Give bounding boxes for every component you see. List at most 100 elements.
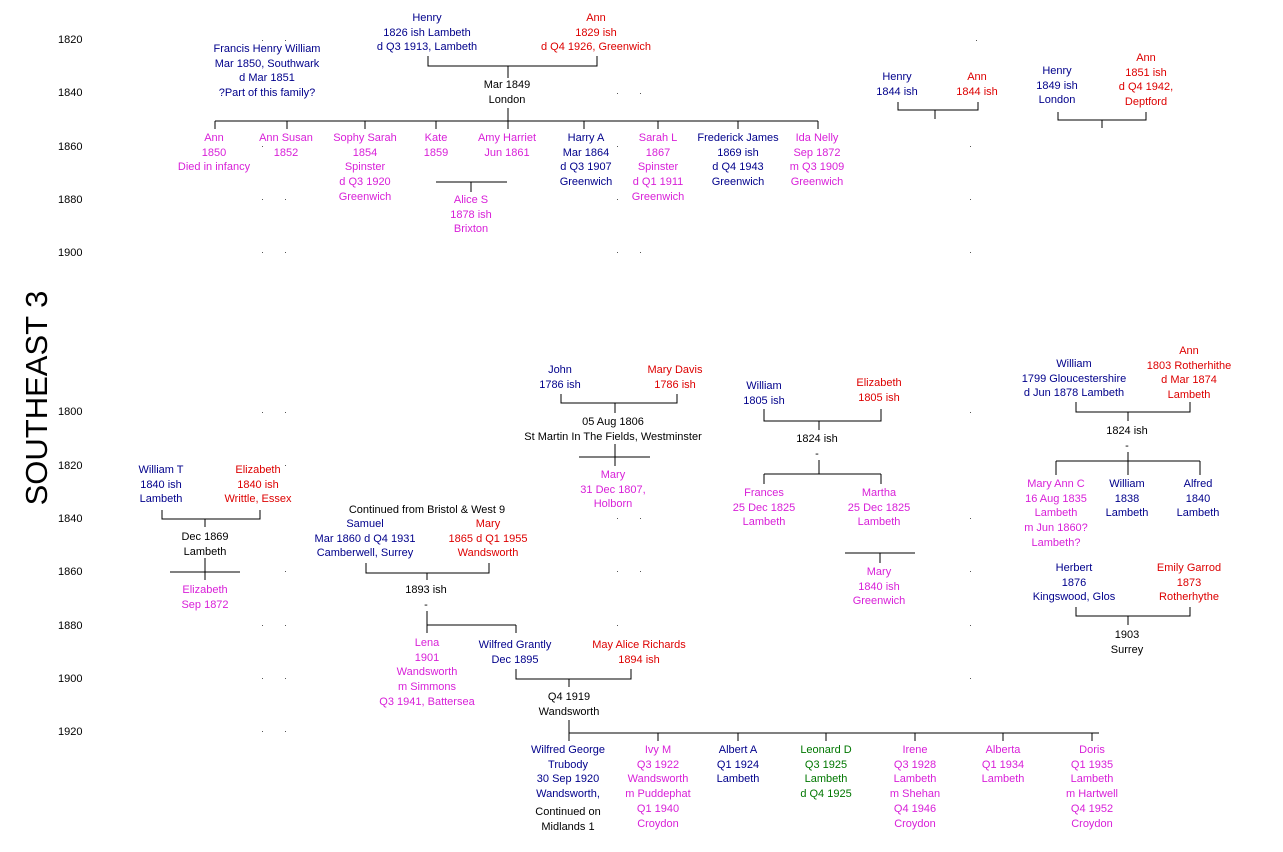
- person-wilfred-george: Wilfred George Trubody 30 Sep 1920 Wandswor…: [531, 744, 605, 801]
- person-henry-1826: Henry 1826 ish Lambeth d Q3 1913, Lambeth: [376, 12, 478, 54]
- person-ann-1844: Ann 1844 ish: [956, 71, 998, 98]
- person-mary-davis: Mary Davis 1786 ish: [647, 364, 703, 391]
- marriage-1869: Dec 1869 Lambeth: [181, 531, 229, 558]
- grid-dot: [262, 678, 263, 679]
- person-alfred: Alfred 1840 Lambeth: [1176, 478, 1220, 520]
- person-elizabeth-1840: Elizabeth 1840 ish Writtle, Essex: [224, 464, 292, 506]
- year-label: 1900: [58, 247, 83, 259]
- person-henry-1849: Henry 1849 ish London: [1036, 65, 1078, 107]
- person-francis-henry-william: Francis Henry William Mar 1850, Southwark…: [213, 43, 321, 100]
- person-leonard-d: Leonard D Q3 1925 Lambeth d Q4 1925: [800, 744, 852, 801]
- grid-dot: [617, 518, 618, 519]
- grid-dot: [970, 625, 971, 626]
- marriage-1824b: 1824 ish -: [1106, 425, 1148, 452]
- year-label: 1900: [58, 673, 83, 685]
- grid-dot: [285, 252, 286, 253]
- continued-from-note: Continued from Bristol & West 9: [348, 504, 506, 516]
- person-ann-1850: Ann 1850 Died in infancy: [177, 132, 251, 174]
- grid-dot: [970, 571, 971, 572]
- grid-dot: [617, 625, 618, 626]
- person-william-1805: William 1805 ish: [743, 380, 785, 407]
- grid-dot: [640, 252, 641, 253]
- grid-dot: [262, 199, 263, 200]
- person-herbert: Herbert 1876 Kingswood, Glos: [1032, 562, 1116, 604]
- grid-dot: [970, 146, 971, 147]
- grid-dot: [640, 518, 641, 519]
- marriage-1806: 05 Aug 1806 St Martin In The Fields, West…: [524, 416, 702, 443]
- grid-dot: [617, 252, 618, 253]
- grid-dot: [285, 731, 286, 732]
- grid-dot: [970, 252, 971, 253]
- person-ivy-m: Ivy M Q3 1922 Wandsworth m Puddephat Q1 1940…: [625, 744, 691, 830]
- person-william-t: William T 1840 ish Lambeth: [138, 464, 184, 506]
- person-may-alice-richards: May Alice Richards 1894 ish: [592, 639, 686, 666]
- grid-dot: [617, 93, 618, 94]
- grid-dot: [617, 571, 618, 572]
- person-alberta: Alberta Q1 1934 Lambeth: [981, 744, 1025, 786]
- marriage-1849: Mar 1849 London: [483, 79, 531, 106]
- person-william-1799: William 1799 Gloucestershire d Jun 1878 La…: [1021, 358, 1127, 400]
- person-henry-1844: Henry 1844 ish: [876, 71, 918, 98]
- marriage-1919: Q4 1919 Wandsworth: [538, 691, 600, 718]
- year-label: 1860: [58, 566, 83, 578]
- person-mary-1865: Mary 1865 d Q1 1955 Wandsworth: [448, 518, 528, 560]
- year-label: 1820: [58, 34, 83, 46]
- person-ann-1829: Ann 1829 ish d Q4 1926, Greenwich: [540, 12, 652, 54]
- person-mary-1840: Mary 1840 ish Greenwich: [852, 566, 906, 608]
- grid-dot: [970, 518, 971, 519]
- person-wilfred-grantly: Wilfred Grantly Dec 1895: [478, 639, 552, 666]
- grid-dot: [617, 199, 618, 200]
- grid-dot: [285, 40, 286, 41]
- person-john: John 1786 ish: [539, 364, 581, 391]
- person-lena: Lena 1901 Wandsworth m Simmons Q3 1941, Batt…: [379, 637, 475, 708]
- person-martha: Martha 25 Dec 1825 Lambeth: [847, 487, 911, 529]
- person-sarah-l: Sarah L 1867 Spinster d Q1 1911 Greenwich: [631, 132, 685, 203]
- person-ann-1803: Ann 1803 Rotherhithe d Mar 1874 Lambeth: [1146, 345, 1232, 402]
- year-label: 1860: [58, 141, 83, 153]
- grid-dot: [970, 199, 971, 200]
- grid-dot: [970, 412, 971, 413]
- grid-dot: [640, 571, 641, 572]
- person-samuel: Samuel Mar 1860 d Q4 1931 Camberwell, Surr…: [314, 518, 416, 560]
- grid-dot: [976, 40, 977, 41]
- grid-dot: [970, 678, 971, 679]
- grid-dot: [262, 412, 263, 413]
- year-label: 1880: [58, 620, 83, 632]
- grid-dot: [285, 412, 286, 413]
- person-mary-ann-c: Mary Ann C 16 Aug 1835 Lambeth m Jun 1860? L…: [1024, 478, 1088, 549]
- grid-dot: [285, 678, 286, 679]
- grid-dot: [262, 40, 263, 41]
- year-label: 1840: [58, 513, 83, 525]
- grid-dot: [617, 146, 618, 147]
- person-elizabeth-1872: Elizabeth Sep 1872: [181, 584, 229, 611]
- person-mary-1807: Mary 31 Dec 1807, Holborn: [580, 469, 646, 511]
- person-frances: Frances 25 Dec 1825 Lambeth: [732, 487, 796, 529]
- person-elizabeth-1805: Elizabeth 1805 ish: [856, 377, 902, 404]
- person-alice-s: Alice S 1878 ish Brixton: [450, 194, 492, 236]
- person-albert-a: Albert A Q1 1924 Lambeth: [716, 744, 760, 786]
- marriage-1824: 1824 ish -: [796, 433, 838, 460]
- person-emily-garrod: Emily Garrod 1873 Rotherhythe: [1156, 562, 1222, 604]
- year-label: 1880: [58, 194, 83, 206]
- year-label: 1840: [58, 87, 83, 99]
- marriage-1893: 1893 ish -: [405, 584, 447, 611]
- person-ann-susan: Ann Susan 1852: [259, 132, 313, 159]
- year-label: 1820: [58, 460, 83, 472]
- person-amy-harriet: Amy Harriet Jun 1861: [477, 132, 537, 159]
- year-label: 1920: [58, 726, 83, 738]
- person-william-1838: William 1838 Lambeth: [1105, 478, 1149, 520]
- grid-dot: [262, 252, 263, 253]
- grid-dot: [262, 146, 263, 147]
- person-ann-1851: Ann 1851 ish d Q4 1942, Deptford: [1118, 52, 1174, 109]
- year-label: 1800: [58, 406, 83, 418]
- marriage-1903: 1903 Surrey: [1110, 629, 1144, 656]
- person-ida-nelly: Ida Nelly Sep 1872 m Q3 1909 Greenwich: [789, 132, 845, 189]
- person-frederick-james: Frederick James 1869 ish d Q4 1943 Greenwic…: [697, 132, 779, 189]
- person-doris: Doris Q1 1935 Lambeth m Hartwell Q4 1952 Croy…: [1066, 744, 1118, 830]
- person-irene: Irene Q3 1928 Lambeth m Shehan Q4 1946 Croydo…: [889, 744, 941, 830]
- person-sophy-sarah: Sophy Sarah 1854 Spinster d Q3 1920 Greenwic…: [333, 132, 397, 203]
- person-harry-a: Harry A Mar 1864 d Q3 1907 Greenwich: [559, 132, 613, 189]
- grid-dot: [285, 571, 286, 572]
- continued-on-note: Continued on Midlands 1: [535, 806, 601, 833]
